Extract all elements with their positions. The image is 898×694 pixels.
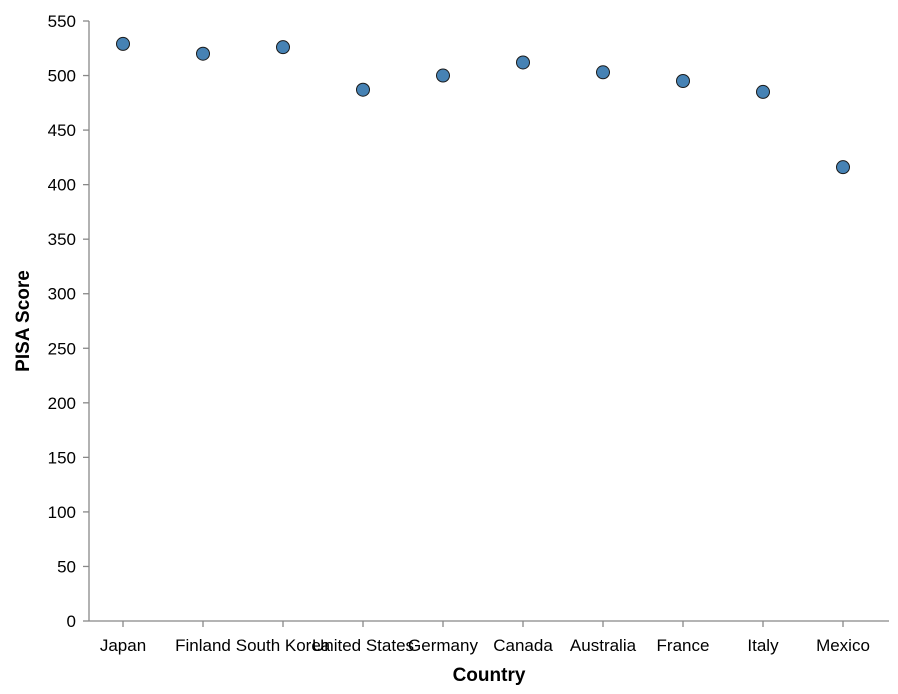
x-tick-label: Canada [493,636,553,655]
y-tick-label: 200 [48,394,76,413]
data-point [196,46,210,61]
x-tick-label: South Korea [236,636,331,655]
y-axis: 0 50 100 150 200 250 300 350 400 450 500 550 [48,12,90,631]
x-tick-label: France [657,636,710,655]
x-tick-label: United States [312,636,414,655]
data-point [276,40,290,55]
y-tick-label: 450 [48,121,76,140]
y-tick-label: 100 [48,503,76,522]
data-point [516,55,530,70]
x-tick-label: Japan [100,636,146,655]
data-points [116,36,850,175]
y-tick-label: 0 [67,612,76,631]
y-tick-label: 550 [48,12,76,31]
y-tick-label: 50 [57,557,76,576]
data-point [676,74,690,88]
data-point [836,160,850,175]
y-tick-label: 400 [48,176,76,195]
y-tick-label: 350 [48,230,76,249]
y-axis-title: PISA Score [13,270,34,372]
x-tick-label: Germany [408,636,478,655]
y-tick-label: 150 [48,448,76,467]
data-point [596,65,610,80]
y-tick-label: 250 [48,339,76,358]
x-tick-label: Mexico [816,636,870,655]
data-point [436,68,450,83]
data-point [356,82,370,97]
data-point [116,36,130,51]
x-tick-label: Finland [175,636,231,655]
y-tick-label: 500 [48,67,76,86]
x-tick-label: Australia [570,636,637,655]
data-point [756,84,770,99]
x-tick-label: Italy [747,636,779,655]
x-axis-title: Country [453,665,526,686]
y-tick-label: 300 [48,285,76,304]
